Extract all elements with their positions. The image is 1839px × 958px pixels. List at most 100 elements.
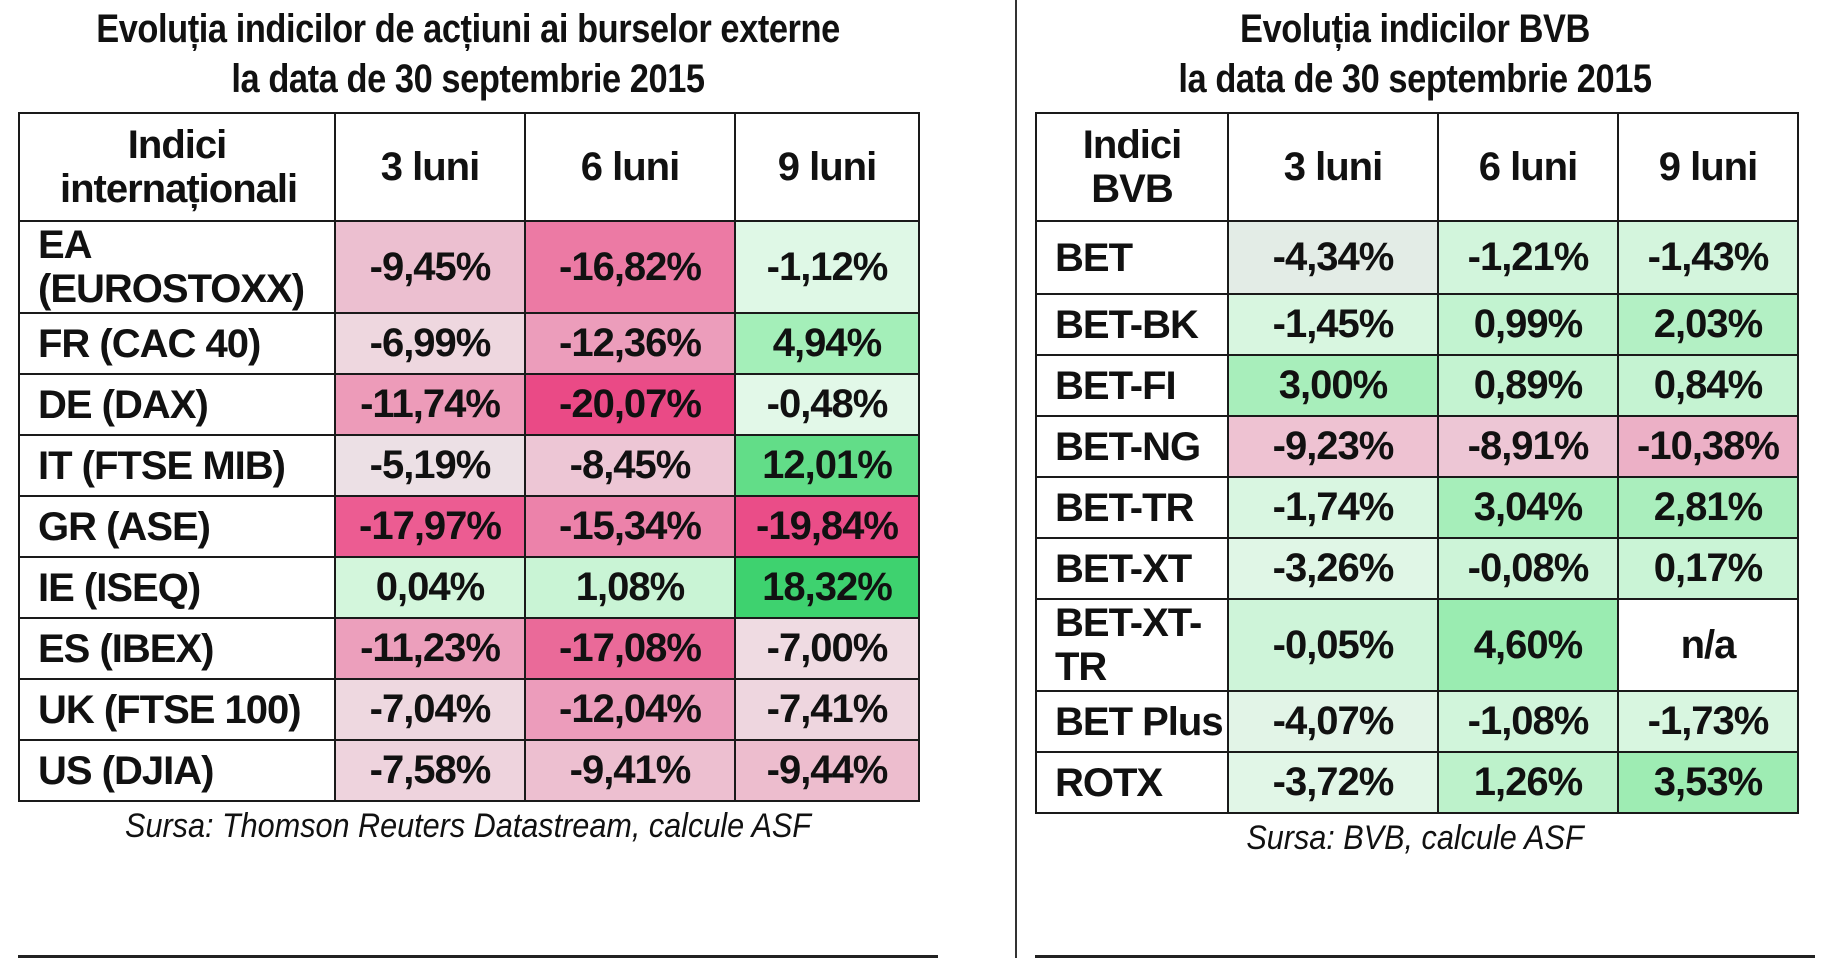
index-name: US (DJIA) — [18, 739, 336, 802]
value-cell-3-months: -11,74% — [334, 373, 526, 436]
header-9-months: 9 luni — [734, 112, 920, 222]
value-cell-9-months: -1,12% — [734, 220, 920, 314]
left-source-note: Sursa: Thomson Reuters Datastream, calcu… — [125, 807, 811, 845]
value-cell-3-months: -1,74% — [1227, 476, 1439, 539]
panel-divider — [1015, 0, 1017, 958]
bottom-rule-left — [18, 955, 938, 958]
value-cell-9-months: -1,73% — [1617, 690, 1799, 753]
value-cell-6-months: 0,99% — [1437, 293, 1619, 356]
table-row: BET-NG -9,23% -8,91% -10,38% — [1035, 415, 1799, 478]
value-cell-6-months: -16,82% — [524, 220, 736, 314]
table-row: BET Plus -4,07% -1,08% -1,73% — [1035, 690, 1799, 753]
value-cell-6-months: -8,45% — [524, 434, 736, 497]
index-name: BET-XT — [1035, 537, 1229, 600]
value-cell-9-months: 3,53% — [1617, 751, 1799, 814]
value-cell-3-months: -3,72% — [1227, 751, 1439, 814]
value-cell-3-months: -1,45% — [1227, 293, 1439, 356]
table-row: US (DJIA) -7,58% -9,41% -9,44% — [18, 739, 920, 802]
value-cell-9-months: 2,81% — [1617, 476, 1799, 539]
index-name: ROTX — [1035, 751, 1229, 814]
index-name: IT (FTSE MIB) — [18, 434, 336, 497]
header-3-months: 3 luni — [1227, 112, 1439, 222]
value-cell-9-months: 0,17% — [1617, 537, 1799, 600]
value-cell-3-months: 3,00% — [1227, 354, 1439, 417]
value-cell-6-months: -1,08% — [1437, 690, 1619, 753]
value-cell-9-months: -9,44% — [734, 739, 920, 802]
table-row: GR (ASE) -17,97% -15,34% -19,84% — [18, 495, 920, 558]
table-row: BET-FI 3,00% 0,89% 0,84% — [1035, 354, 1799, 417]
value-cell-9-months: 2,03% — [1617, 293, 1799, 356]
value-cell-9-months: 18,32% — [734, 556, 920, 619]
header-9-months: 9 luni — [1617, 112, 1799, 222]
index-name: BET — [1035, 220, 1229, 295]
left-title-line1: Evoluția indicilor de acțiuni ai burselo… — [96, 7, 840, 51]
index-name: DE (DAX) — [18, 373, 336, 436]
value-cell-6-months: 1,26% — [1437, 751, 1619, 814]
index-name: IE (ISEQ) — [18, 556, 336, 619]
value-cell-3-months: -0,05% — [1227, 598, 1439, 692]
table-row: IE (ISEQ) 0,04% 1,08% 18,32% — [18, 556, 920, 619]
index-name: FR (CAC 40) — [18, 312, 336, 375]
value-cell-3-months: -5,19% — [334, 434, 526, 497]
table-row: BET-BK -1,45% 0,99% 2,03% — [1035, 293, 1799, 356]
right-title-line2: la data de 30 septembrie 2015 — [1178, 57, 1652, 101]
value-cell-3-months: -9,23% — [1227, 415, 1439, 478]
header-indices: Indici internaționali — [18, 112, 336, 222]
value-cell-9-months: n/a — [1617, 598, 1799, 692]
table-row: BET-TR -1,74% 3,04% 2,81% — [1035, 476, 1799, 539]
right-source-note: Sursa: BVB, calcule ASF — [1246, 819, 1584, 857]
table-header-row: Indici BVB 3 luni 6 luni 9 luni — [1035, 112, 1799, 222]
value-cell-6-months: -9,41% — [524, 739, 736, 802]
value-cell-6-months: -20,07% — [524, 373, 736, 436]
value-cell-3-months: -4,34% — [1227, 220, 1439, 295]
header-6-months: 6 luni — [1437, 112, 1619, 222]
table-row: BET -4,34% -1,21% -1,43% — [1035, 220, 1799, 295]
table-row: FR (CAC 40) -6,99% -12,36% 4,94% — [18, 312, 920, 375]
table-row: ROTX -3,72% 1,26% 3,53% — [1035, 751, 1799, 814]
index-name: BET-TR — [1035, 476, 1229, 539]
value-cell-9-months: -7,00% — [734, 617, 920, 680]
value-cell-6-months: 3,04% — [1437, 476, 1619, 539]
value-cell-9-months: 4,94% — [734, 312, 920, 375]
value-cell-3-months: 0,04% — [334, 556, 526, 619]
table-row: ES (IBEX) -11,23% -17,08% -7,00% — [18, 617, 920, 680]
header-3-months: 3 luni — [334, 112, 526, 222]
value-cell-9-months: -7,41% — [734, 678, 920, 741]
index-name: GR (ASE) — [18, 495, 336, 558]
value-cell-9-months: -1,43% — [1617, 220, 1799, 295]
table-header-row: Indici internaționali 3 luni 6 luni 9 lu… — [18, 112, 920, 222]
value-cell-6-months: -12,04% — [524, 678, 736, 741]
value-cell-6-months: -17,08% — [524, 617, 736, 680]
right-title-line1: Evoluția indicilor BVB — [1240, 7, 1590, 51]
external-indices-table: Indici internaționali 3 luni 6 luni 9 lu… — [18, 112, 920, 802]
value-cell-9-months: -0,48% — [734, 373, 920, 436]
value-cell-3-months: -7,04% — [334, 678, 526, 741]
value-cell-3-months: -3,26% — [1227, 537, 1439, 600]
value-cell-3-months: -6,99% — [334, 312, 526, 375]
value-cell-9-months: -10,38% — [1617, 415, 1799, 478]
value-cell-3-months: -7,58% — [334, 739, 526, 802]
value-cell-3-months: -17,97% — [334, 495, 526, 558]
index-name: EA (EUROSTOXX) — [18, 220, 336, 314]
table-row: DE (DAX) -11,74% -20,07% -0,48% — [18, 373, 920, 436]
index-name: BET Plus — [1035, 690, 1229, 753]
table-row: EA (EUROSTOXX) -9,45% -16,82% -1,12% — [18, 220, 920, 314]
value-cell-6-months: 1,08% — [524, 556, 736, 619]
index-name: ES (IBEX) — [18, 617, 336, 680]
value-cell-9-months: 0,84% — [1617, 354, 1799, 417]
value-cell-9-months: 12,01% — [734, 434, 920, 497]
left-title-line2: la data de 30 septembrie 2015 — [231, 57, 705, 101]
value-cell-6-months: -8,91% — [1437, 415, 1619, 478]
value-cell-6-months: 4,60% — [1437, 598, 1619, 692]
index-name: BET-NG — [1035, 415, 1229, 478]
bvb-indices-panel: Evoluția indicilor BVB la data de 30 sep… — [1035, 0, 1799, 860]
value-cell-6-months: -12,36% — [524, 312, 736, 375]
index-name: BET-BK — [1035, 293, 1229, 356]
value-cell-6-months: 0,89% — [1437, 354, 1619, 417]
value-cell-6-months: -1,21% — [1437, 220, 1619, 295]
index-name: BET-FI — [1035, 354, 1229, 417]
index-name: UK (FTSE 100) — [18, 678, 336, 741]
bottom-rule-right — [1035, 955, 1815, 958]
table-row: UK (FTSE 100) -7,04% -12,04% -7,41% — [18, 678, 920, 741]
header-6-months: 6 luni — [524, 112, 736, 222]
